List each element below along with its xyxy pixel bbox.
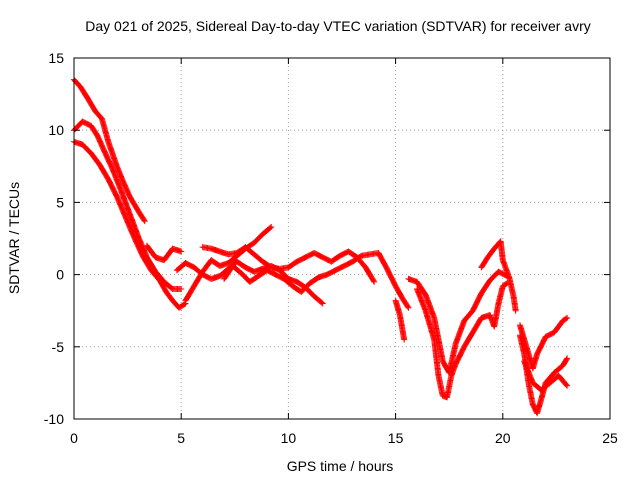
data-point	[405, 304, 412, 311]
x-tick-label: 5	[177, 430, 185, 446]
data-series-track-12	[478, 238, 519, 314]
data-point	[181, 301, 188, 308]
chart-title: Day 021 of 2025, Sidereal Day-to-day VTE…	[85, 18, 591, 34]
data-point	[404, 303, 411, 310]
data-point	[178, 248, 185, 255]
data-point	[178, 286, 185, 293]
data-series-track-8	[221, 249, 412, 311]
data-series-track-10	[405, 268, 511, 376]
data-series-track-4	[143, 242, 185, 264]
data-point	[141, 217, 148, 224]
grid-lines	[74, 58, 610, 419]
data-point	[268, 223, 275, 230]
data-series-track-5	[182, 223, 275, 304]
data-series-track-9	[392, 297, 408, 343]
data-point	[563, 356, 570, 363]
data-point	[564, 382, 571, 389]
x-tick-label: 25	[602, 430, 618, 446]
data-series-track-2	[71, 118, 185, 293]
data-series-track-3	[71, 138, 189, 311]
data-point	[512, 307, 519, 314]
data-point	[267, 224, 274, 231]
y-tick-label: 5	[56, 194, 64, 210]
x-tick-label: 0	[70, 430, 78, 446]
data-point	[564, 314, 571, 321]
x-tick-label: 15	[388, 430, 404, 446]
x-tick-label: 20	[495, 430, 511, 446]
y-tick-label: -5	[52, 339, 65, 355]
data-point	[318, 299, 325, 306]
plot-frame	[73, 57, 611, 420]
data-series-track-11	[414, 280, 511, 401]
data-point	[401, 336, 408, 343]
data-series-track-14	[516, 314, 571, 372]
y-tick-label: 0	[56, 267, 64, 283]
y-axis-label: SDTVAR / TECUs	[6, 182, 22, 294]
data-point	[503, 280, 510, 287]
data-point	[141, 218, 148, 225]
axis-ticks: 0 5 10 15 20 25 -10 -5 0 5 10 15	[44, 50, 618, 446]
data-point	[564, 355, 571, 362]
x-axis-label: GPS time / hours	[287, 458, 394, 474]
data-point	[371, 278, 378, 285]
data-series-track-7	[199, 244, 378, 285]
data-point	[319, 300, 326, 307]
y-tick-label: 15	[48, 50, 64, 66]
data-point	[563, 381, 570, 388]
data-series-track-15	[521, 358, 571, 394]
data-point	[563, 315, 570, 322]
y-tick-label: -10	[44, 411, 64, 427]
data-point	[370, 277, 377, 284]
data-series-track-1	[71, 76, 148, 225]
x-tick-label: 10	[281, 430, 297, 446]
data-points	[71, 76, 571, 417]
y-tick-label: 10	[48, 122, 64, 138]
